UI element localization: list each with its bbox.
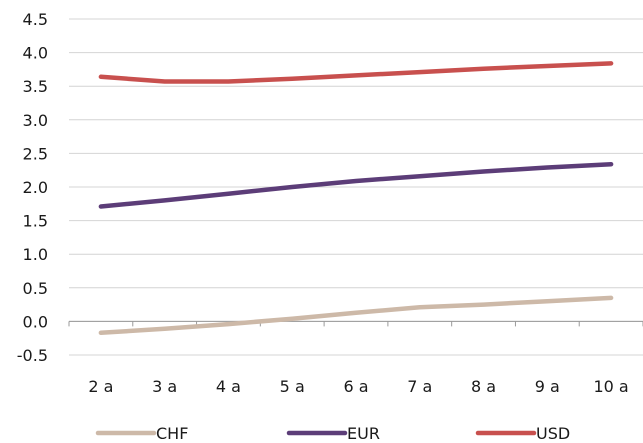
legend: CHF EUR USD (95, 424, 570, 443)
y-tick-label: 3.0 (23, 111, 48, 130)
x-axis (68, 320, 643, 327)
y-tick-label: 3.5 (23, 77, 48, 96)
y-axis-tick-labels: 4.5 4.0 3.5 3.0 2.5 2.0 1.5 1.0 0.5 0.0 -0.5 (17, 10, 48, 365)
y-tick-label: 1.0 (23, 245, 48, 264)
y-tick-label: 2.5 (23, 144, 48, 163)
legend-label-usd: USD (536, 424, 570, 443)
x-tick-label: 5 a (280, 377, 305, 396)
x-axis-tick-labels: 2 a 3 a 4 a 5 a 6 a 7 a 8 a 9 a 10 a (88, 377, 628, 396)
y-tick-label: -0.5 (17, 346, 48, 365)
series-line-usd (98, 61, 614, 84)
y-tick-label: 0.0 (23, 312, 48, 331)
x-tick-label: 7 a (407, 377, 432, 396)
gridlines (69, 18, 643, 356)
y-tick-label: 4.0 (23, 44, 48, 63)
x-tick-label: 6 a (343, 377, 368, 396)
y-tick-label: 1.5 (23, 212, 48, 231)
x-tick-label: 10 a (593, 377, 628, 396)
series-lines (98, 61, 614, 336)
legend-label-eur: EUR (347, 424, 380, 443)
x-tick-label: 3 a (152, 377, 177, 396)
y-tick-label: 0.5 (23, 279, 48, 298)
series-line-chf (98, 295, 614, 336)
series-line-eur (98, 161, 614, 209)
y-tick-label: 4.5 (23, 10, 48, 29)
y-tick-label: 2.0 (23, 178, 48, 197)
legend-label-chf: CHF (156, 424, 188, 443)
x-tick-label: 4 a (216, 377, 241, 396)
x-tick-label: 2 a (88, 377, 113, 396)
x-tick-label: 8 a (471, 377, 496, 396)
x-tick-label: 9 a (535, 377, 560, 396)
